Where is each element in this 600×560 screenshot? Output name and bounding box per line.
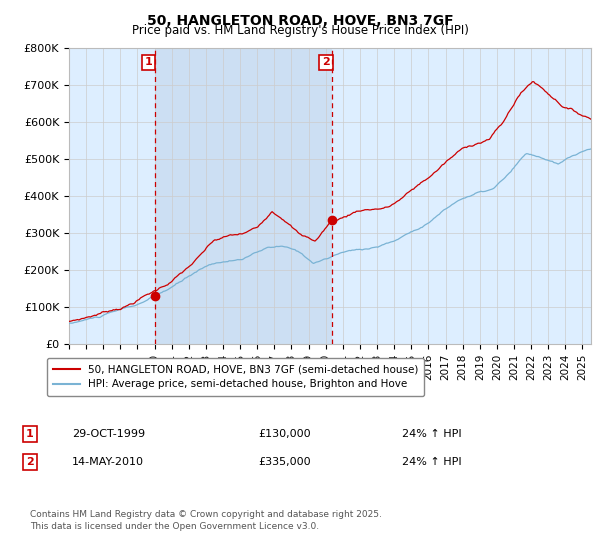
Text: Contains HM Land Registry data © Crown copyright and database right 2025.
This d: Contains HM Land Registry data © Crown c… (30, 510, 382, 531)
Text: £335,000: £335,000 (258, 457, 311, 467)
Text: 50, HANGLETON ROAD, HOVE, BN3 7GF: 50, HANGLETON ROAD, HOVE, BN3 7GF (146, 14, 454, 28)
Text: 2: 2 (26, 457, 34, 467)
Legend: 50, HANGLETON ROAD, HOVE, BN3 7GF (semi-detached house), HPI: Average price, sem: 50, HANGLETON ROAD, HOVE, BN3 7GF (semi-… (47, 358, 424, 396)
Text: 2: 2 (322, 58, 330, 67)
Text: 14-MAY-2010: 14-MAY-2010 (72, 457, 144, 467)
Text: 1: 1 (145, 58, 152, 67)
Text: 29-OCT-1999: 29-OCT-1999 (72, 429, 145, 439)
Text: 24% ↑ HPI: 24% ↑ HPI (402, 457, 461, 467)
Text: Price paid vs. HM Land Registry's House Price Index (HPI): Price paid vs. HM Land Registry's House … (131, 24, 469, 37)
Text: 1: 1 (26, 429, 34, 439)
Bar (155, 48, 332, 344)
Text: 24% ↑ HPI: 24% ↑ HPI (402, 429, 461, 439)
Text: £130,000: £130,000 (258, 429, 311, 439)
